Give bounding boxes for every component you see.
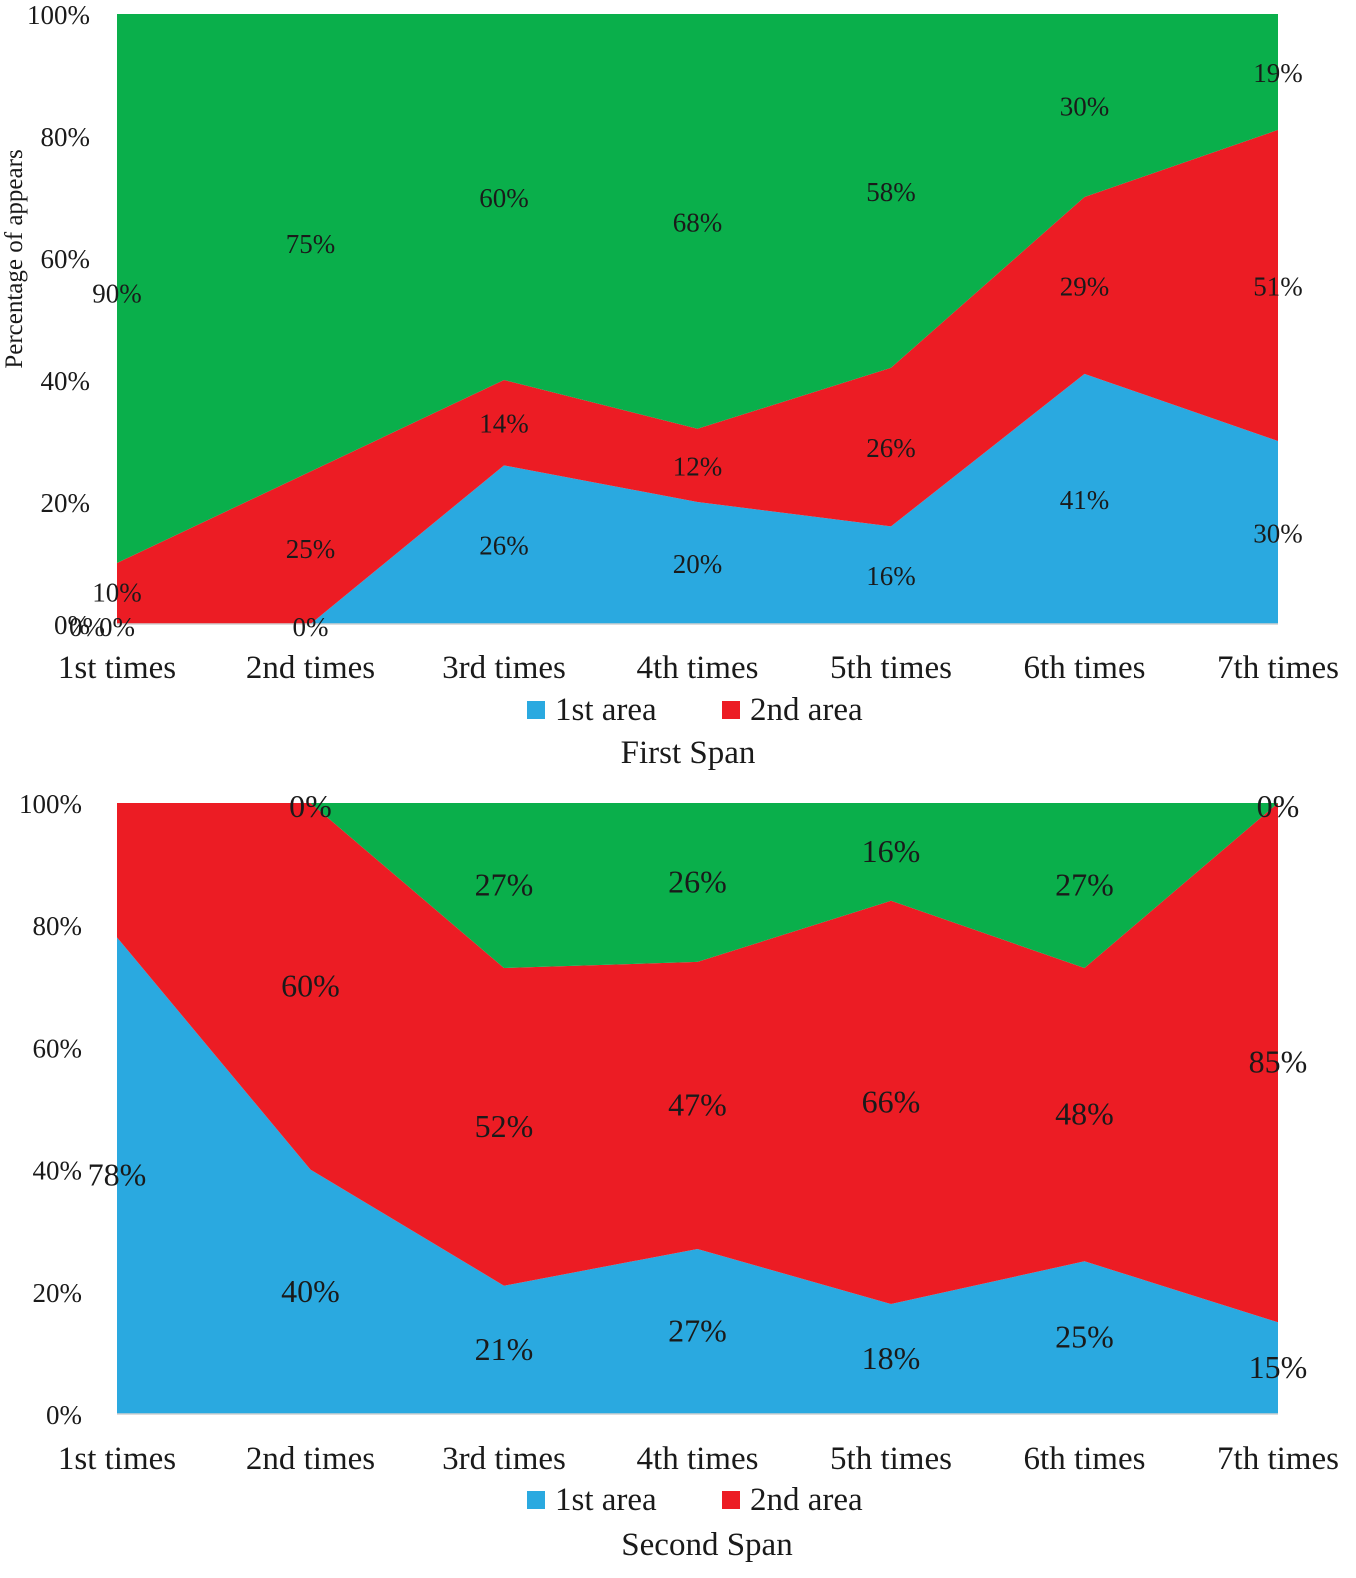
y-tick-label: 20% (33, 1278, 83, 1308)
data-label: 68% (673, 207, 723, 237)
y-axis-title: Percentage of appears (1, 149, 28, 368)
x-tick-label: 3rd times (442, 650, 566, 686)
legend-swatch (527, 1491, 545, 1509)
area-series-2nd-area (117, 129, 1278, 624)
x-tick-label: 6th times (1024, 1441, 1146, 1477)
data-label: 26% (866, 433, 916, 463)
data-label: 15% (1249, 1349, 1308, 1385)
data-label: 20% (673, 549, 723, 579)
x-tick-label: 5th times (830, 650, 952, 686)
data-label: 30% (1060, 92, 1110, 122)
x-tick-label: 4th times (637, 1441, 759, 1477)
y-tick-label: 0% (46, 1400, 82, 1430)
legend-label: 2nd area (750, 1482, 863, 1518)
data-label: 66% (862, 1083, 921, 1119)
y-tick-label: 80% (33, 911, 83, 941)
chart-title: Second Span (621, 1527, 792, 1563)
data-label: 21% (475, 1331, 534, 1367)
area-series-3rd-area (117, 14, 1278, 563)
data-label: 27% (475, 866, 534, 902)
data-label: 14% (479, 409, 529, 439)
data-label: 19% (1253, 58, 1303, 88)
legend-label: 2nd area (750, 692, 863, 728)
x-tick-label: 5th times (830, 1441, 952, 1477)
legend: 1st area 2nd area (527, 692, 863, 728)
x-tick-label: 3rd times (442, 1441, 566, 1477)
data-label: 25% (1055, 1319, 1114, 1355)
x-tick-label: 1st times (58, 650, 176, 686)
data-label: 41% (1060, 485, 1110, 515)
data-label: 51% (1253, 271, 1303, 301)
data-label: 48% (1055, 1096, 1114, 1132)
y-tick-label: 60% (33, 1033, 83, 1063)
x-tick-label: 1st times (58, 1441, 176, 1477)
x-tick-label: 2nd times (246, 650, 375, 686)
data-label: 47% (668, 1086, 727, 1122)
x-tick-label: 2nd times (246, 1441, 375, 1477)
data-label: 40% (281, 1273, 340, 1309)
data-label: 18% (862, 1340, 921, 1376)
legend-swatch (527, 701, 545, 719)
area-series-3rd-area (117, 803, 1278, 968)
chart-title: First Span (621, 735, 756, 771)
legend-label: 1st area (555, 692, 657, 728)
y-tick-label: 40% (33, 1156, 83, 1186)
area-series-1st-area (117, 937, 1278, 1414)
data-label: 16% (862, 833, 921, 869)
data-label: 0% (99, 612, 135, 642)
data-label: 0% (69, 612, 105, 642)
data-label: 26% (668, 863, 727, 899)
data-label: 27% (1055, 866, 1114, 902)
y-tick-label: 80% (41, 122, 91, 152)
chart-panel-2: 0% 20% 40% 60% 80% 100% 1st times 2nd times 3rd … (19, 788, 1339, 1563)
legend: 1st area 2nd area (527, 1482, 863, 1518)
legend-swatch (722, 701, 740, 719)
data-label: 60% (479, 183, 529, 213)
legend-label: 1st area (555, 1482, 657, 1518)
chart-panel-1: 0% 20% 40% 60% 80% 100% 1st times 2nd times 3rd … (1, 0, 1339, 771)
y-tick-label: 40% (41, 366, 91, 396)
y-tick-label: 60% (41, 244, 91, 274)
x-tick-label: 7th times (1217, 1441, 1339, 1477)
data-label: 30% (1253, 519, 1303, 549)
y-tick-label: 100% (27, 0, 90, 30)
data-label: 25% (286, 534, 336, 564)
area-series-1st-area (117, 373, 1278, 624)
x-tick-label: 6th times (1024, 650, 1146, 686)
data-label: 75% (286, 229, 336, 259)
legend-swatch (722, 1491, 740, 1509)
data-label: 60% (281, 967, 340, 1003)
data-label: 78% (88, 1157, 147, 1193)
data-label: 90% (92, 279, 142, 309)
data-label: 29% (1060, 271, 1110, 301)
data-label: 12% (673, 451, 723, 481)
data-label: 0% (293, 612, 329, 642)
data-label: 0% (1257, 788, 1300, 824)
data-label: 58% (866, 177, 916, 207)
area-series-2nd-area (117, 803, 1278, 1323)
x-tick-label: 4th times (637, 650, 759, 686)
data-label: 85% (1249, 1044, 1308, 1080)
y-tick-label: 20% (41, 488, 91, 518)
data-label: 0% (289, 788, 332, 824)
y-tick-label: 100% (19, 789, 82, 819)
x-tick-label: 7th times (1217, 650, 1339, 686)
data-label: 16% (866, 561, 916, 591)
data-label: 26% (479, 531, 529, 561)
data-label: 52% (475, 1108, 534, 1144)
data-label: 10% (92, 578, 142, 608)
y-tick-label: 0% (54, 610, 90, 640)
data-label: 27% (668, 1313, 727, 1349)
